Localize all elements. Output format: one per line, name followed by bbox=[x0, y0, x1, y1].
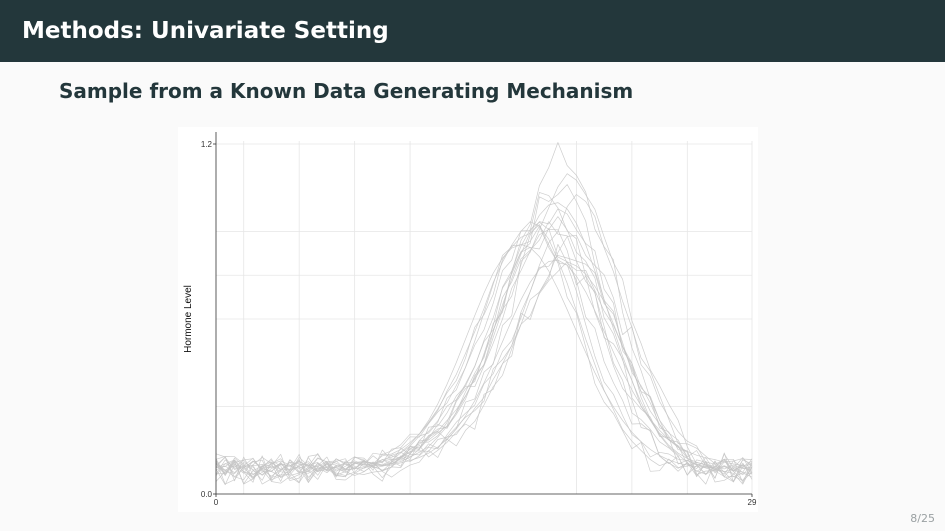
series-line bbox=[215, 192, 753, 482]
grid-lines bbox=[216, 141, 753, 494]
series-line bbox=[215, 221, 753, 480]
slide-title: Methods: Univariate Setting bbox=[22, 18, 389, 44]
y-tick-label: 0.0 bbox=[201, 490, 213, 499]
y-axis-title: Hormone Level bbox=[183, 285, 194, 353]
series-line bbox=[215, 184, 753, 483]
slide-heading: Sample from a Known Data Generating Mech… bbox=[59, 79, 634, 103]
series-line bbox=[215, 202, 753, 476]
y-tick-label: 1.2 bbox=[201, 140, 213, 149]
series-line bbox=[215, 216, 753, 483]
series-line bbox=[215, 173, 753, 485]
series-line bbox=[215, 225, 753, 480]
series-line bbox=[215, 243, 753, 485]
hormone-level-chart: 0.0 1.2 0 29 Hormone Level bbox=[183, 132, 757, 507]
x-tick-label: 0 bbox=[214, 498, 219, 507]
series-lines bbox=[215, 142, 753, 486]
series-line bbox=[215, 261, 753, 478]
x-tick-label: 29 bbox=[748, 498, 757, 507]
axes: 0.0 1.2 0 29 Hormone Level bbox=[183, 132, 757, 507]
series-line bbox=[215, 208, 753, 485]
page-number: 8/25 bbox=[910, 512, 935, 525]
title-bar: Methods: Univariate Setting bbox=[0, 0, 945, 62]
series-line bbox=[215, 244, 753, 471]
series-line bbox=[215, 259, 753, 474]
chart-figure: 0.0 1.2 0 29 Hormone Level bbox=[178, 127, 758, 512]
series-line bbox=[215, 194, 753, 481]
